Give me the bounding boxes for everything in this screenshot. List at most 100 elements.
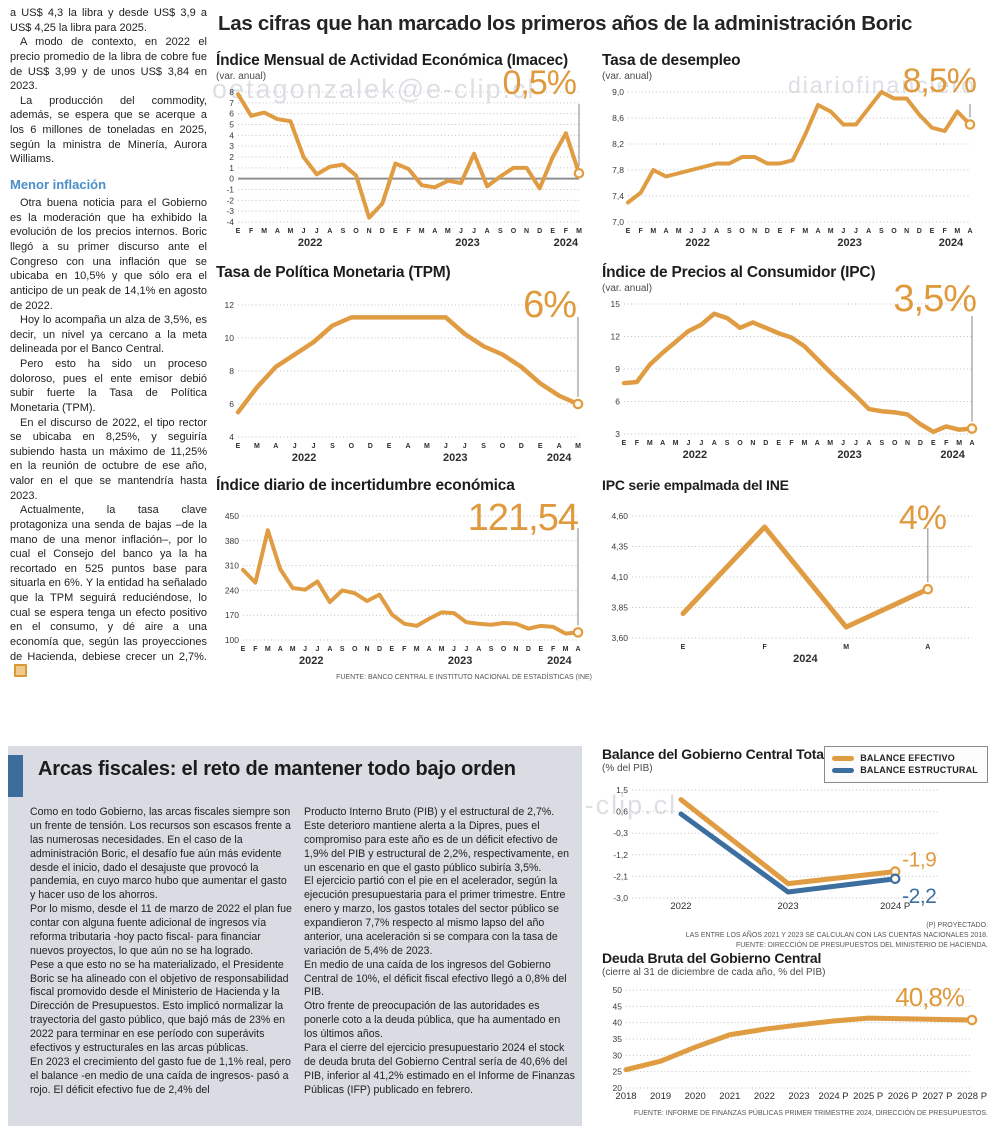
svg-text:N: N — [750, 440, 755, 447]
svg-text:E: E — [776, 440, 781, 447]
ipc-empalmada-line-chart: 4,60 4,35 4,10 3,85 3,60 E F M A 2024 — [611, 511, 972, 665]
legend-item-efectivo: BALANCE EFECTIVO — [832, 753, 978, 763]
page-title: Las cifras que han marcado los primeros … — [218, 12, 913, 35]
svg-text:O: O — [349, 443, 355, 450]
chart-title: Balance del Gobierno Central Total — [602, 746, 828, 762]
chart-title: Índice Mensual de Actividad Económica (I… — [216, 52, 569, 69]
chart-title: IPC serie empalmada del INE — [602, 477, 789, 493]
svg-text:J: J — [444, 443, 448, 450]
chart-big-value: 121,54 — [467, 497, 579, 539]
svg-text:M: M — [414, 646, 420, 653]
svg-text:50: 50 — [613, 985, 623, 995]
svg-text:2024: 2024 — [554, 237, 579, 249]
svg-text:2023: 2023 — [455, 237, 479, 249]
svg-text:J: J — [312, 443, 316, 450]
svg-text:J: J — [854, 440, 858, 447]
svg-text:A: A — [405, 443, 410, 450]
svg-text:A: A — [485, 228, 490, 235]
svg-text:A: A — [712, 440, 717, 447]
svg-text:-1,2: -1,2 — [613, 850, 628, 860]
svg-text:-1: -1 — [226, 185, 234, 195]
svg-text:J: J — [302, 228, 306, 235]
svg-text:6: 6 — [229, 109, 234, 119]
svg-text:5: 5 — [229, 120, 234, 130]
svg-text:A: A — [660, 440, 665, 447]
fiscal-column-2: Producto Interno Bruto (PIB) y el estruc… — [304, 806, 576, 1097]
article-paragraph: En el discurso de 2022, el tipo rector s… — [10, 416, 207, 502]
svg-text:2026 P: 2026 P — [888, 1091, 918, 1102]
chart-desempleo: Tasa de desempleo (var. anual) 8,5% 9,0 8… — [602, 52, 986, 255]
svg-text:7,8: 7,8 — [612, 165, 624, 175]
balance-legend: BALANCE EFECTIVO BALANCE ESTRUCTURAL — [824, 746, 988, 783]
svg-text:7,0: 7,0 — [612, 217, 624, 227]
fiscal-paragraph: Pese a que esto no se ha materializado, … — [30, 958, 289, 1054]
chart-title: Deuda Bruta del Gobierno Central — [602, 950, 822, 966]
inflation-subheading: Menor inflación — [10, 176, 107, 192]
svg-text:D: D — [368, 443, 373, 450]
svg-text:M: M — [956, 440, 962, 447]
svg-text:A: A — [969, 440, 974, 447]
article-paragraph: A modo de contexto, en 2022 el precio pr… — [10, 36, 207, 93]
svg-text:35: 35 — [613, 1034, 623, 1044]
svg-text:30: 30 — [613, 1050, 623, 1060]
svg-text:A: A — [815, 228, 820, 235]
svg-text:D: D — [537, 228, 542, 235]
svg-text:J: J — [459, 228, 463, 235]
svg-text:M: M — [647, 440, 653, 447]
chart-big-value: 0,5% — [502, 64, 577, 102]
svg-text:S: S — [725, 440, 730, 447]
chart-ipc: Índice de Precios al Consumidor (IPC) (v… — [602, 264, 986, 467]
svg-text:9,0: 9,0 — [612, 87, 624, 97]
svg-text:N: N — [524, 228, 529, 235]
svg-text:2024: 2024 — [940, 449, 965, 461]
svg-text:M: M — [419, 228, 425, 235]
svg-text:E: E — [778, 228, 783, 235]
article-paragraph: a US$ 4,3 la libra y desde US$ 3,9 a US$… — [10, 7, 207, 34]
svg-text:J: J — [702, 228, 706, 235]
svg-text:M: M — [827, 440, 833, 447]
chart-big-value: 6% — [523, 284, 577, 326]
svg-text:M: M — [445, 228, 451, 235]
svg-text:1: 1 — [229, 163, 234, 173]
svg-text:E: E — [930, 228, 935, 235]
chart-title: Índice de Precios al Consumidor (IPC) — [602, 264, 876, 281]
svg-text:170: 170 — [225, 610, 239, 620]
svg-text:E: E — [550, 228, 555, 235]
svg-text:3: 3 — [615, 429, 620, 439]
svg-text:J: J — [303, 646, 307, 653]
svg-text:2025 P: 2025 P — [853, 1091, 883, 1102]
svg-text:45: 45 — [613, 1001, 623, 1011]
svg-text:3: 3 — [229, 141, 234, 151]
svg-text:J: J — [686, 440, 690, 447]
chart-note: FUENTE: DIRECCIÓN DE PRESUPUESTOS DEL MI… — [735, 941, 988, 949]
svg-text:D: D — [917, 228, 922, 235]
svg-text:M: M — [563, 646, 569, 653]
svg-text:7,4: 7,4 — [612, 191, 624, 201]
svg-text:4: 4 — [229, 432, 234, 442]
svg-text:F: F — [564, 228, 569, 235]
svg-text:-3: -3 — [226, 206, 234, 216]
svg-text:A: A — [925, 644, 930, 651]
svg-text:E: E — [681, 644, 686, 651]
fiscal-column-1: Como en todo Gobierno, las arcas fiscale… — [30, 806, 292, 1097]
svg-text:S: S — [340, 646, 345, 653]
svg-text:N: N — [904, 228, 909, 235]
svg-text:M: M — [828, 228, 834, 235]
svg-text:J: J — [452, 646, 456, 653]
desempleo-line-chart: 9,08,68,27,87,47,0E F M A M J J A S O N D E F M A M J J A S O… — [612, 87, 976, 249]
svg-text:O: O — [891, 228, 897, 235]
svg-text:J: J — [293, 443, 297, 450]
svg-text:4: 4 — [229, 130, 234, 140]
svg-text:A: A — [278, 646, 283, 653]
svg-text:M: M — [802, 440, 808, 447]
svg-text:2023: 2023 — [443, 452, 467, 464]
svg-text:J: J — [464, 646, 468, 653]
svg-text:2023: 2023 — [448, 655, 472, 667]
svg-text:E: E — [241, 646, 246, 653]
chart-notes: (P) PROYECTADO. LAS ENTRE LOS AÑOS 2021 … — [602, 921, 988, 950]
article-paragraph: La producción del commodity, además, se … — [10, 94, 207, 166]
svg-text:8: 8 — [229, 366, 234, 376]
legend-label: BALANCE ESTRUCTURAL — [860, 765, 978, 775]
article-paragraph: Actualmente, la tasa clave protagoniza u… — [10, 503, 207, 681]
svg-text:J: J — [472, 228, 476, 235]
